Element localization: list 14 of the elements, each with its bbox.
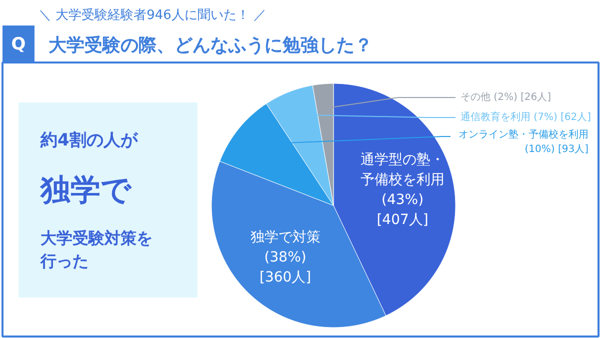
slice-label: オンライン塾・予備校を利用 [458,128,588,140]
data-label: (38%) [360人] [260,249,312,286]
chart-title: 大学受験の際、どんなふうに勉強した？ [48,35,372,56]
text: 約4割の人が [40,130,138,150]
slice-label: 通学型の塾・予備校を利用 [360,152,445,188]
slice-label: 通信教育を利用 (7%) [62人] [460,111,592,123]
slice-label: 独学で対策 [250,229,320,246]
data-label: (43%) [407人] [376,192,428,228]
chart-subtitle: ＼ 大学受験経験者946人に聞いた！ ／ [38,8,267,23]
slice-label: その他 (2%) [26人] [460,91,552,103]
text: 独学で [40,173,132,208]
data-label: (10%) [93人] [524,144,589,155]
text: 大学受験対策を行った [40,228,152,270]
text: Q [11,34,26,54]
